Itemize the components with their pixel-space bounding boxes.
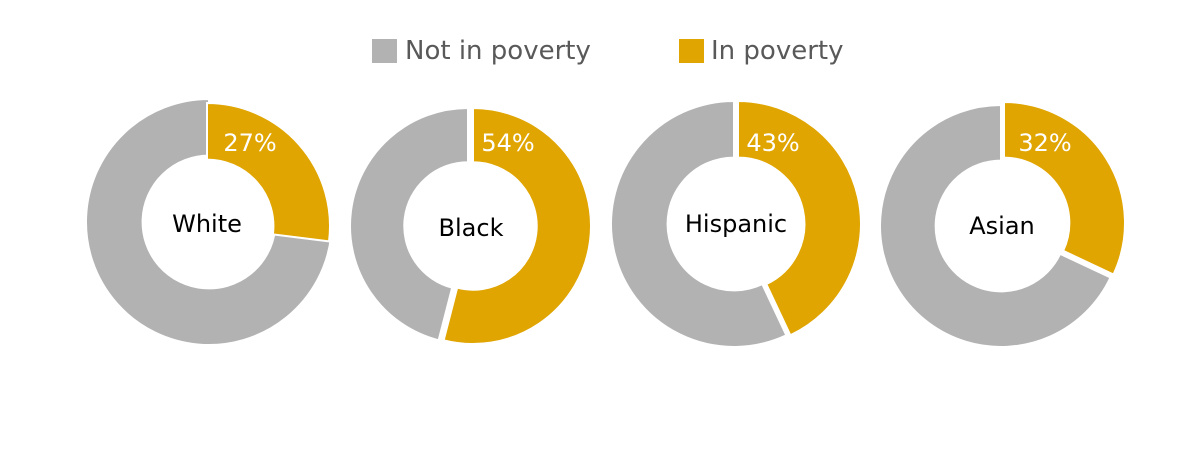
- donut-hispanic: 43% Hispanic: [610, 99, 862, 348]
- legend-swatch-in-poverty: [679, 39, 704, 63]
- percent-label-black: 54%: [481, 129, 534, 157]
- percent-label-asian: 32%: [1018, 129, 1071, 157]
- donut-asian: 32% Asian: [878, 100, 1126, 348]
- slice-in-poverty-white: [206, 101, 331, 243]
- legend-label-in-poverty: In poverty: [711, 36, 843, 66]
- legend-label-not-in-poverty: Not in poverty: [405, 36, 591, 66]
- percent-label-hispanic: 43%: [746, 129, 799, 157]
- center-label-white: White: [172, 210, 242, 238]
- donut-white: 27% White: [85, 97, 333, 346]
- center-label-asian: Asian: [969, 212, 1035, 240]
- legend-item-in-poverty: In poverty: [679, 36, 843, 66]
- legend-item-not-in-poverty: Not in poverty: [372, 36, 591, 66]
- center-label-black: Black: [439, 214, 504, 242]
- slice-not-in-poverty-hispanic: [610, 99, 788, 348]
- slice-in-poverty-black: [442, 106, 592, 345]
- donut-black: 54% Black: [349, 106, 592, 345]
- slice-not-in-poverty-white: [85, 97, 333, 346]
- slice-in-poverty-asian: [1003, 100, 1126, 276]
- percent-label-white: 27%: [223, 129, 276, 157]
- legend: Not in poverty In poverty: [372, 36, 843, 66]
- slice-not-in-poverty-asian: [878, 103, 1112, 348]
- slice-in-poverty-hispanic: [737, 99, 862, 337]
- donuts: 27% White 54% Black 43% Hispanic 32% Asian: [85, 97, 1126, 348]
- slice-not-in-poverty-black: [349, 106, 469, 342]
- center-label-hispanic: Hispanic: [685, 210, 787, 238]
- legend-swatch-not-in-poverty: [372, 39, 397, 63]
